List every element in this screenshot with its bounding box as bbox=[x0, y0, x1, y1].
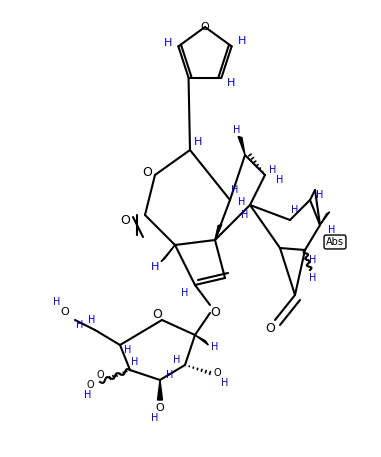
Text: H: H bbox=[194, 137, 202, 147]
Text: H: H bbox=[164, 38, 173, 48]
Text: H: H bbox=[131, 357, 139, 367]
Text: H: H bbox=[237, 37, 246, 46]
Text: O: O bbox=[213, 368, 221, 378]
Text: H: H bbox=[291, 205, 299, 215]
Text: H: H bbox=[269, 165, 277, 175]
Text: H: H bbox=[211, 342, 219, 352]
Text: O: O bbox=[265, 322, 275, 335]
Polygon shape bbox=[320, 212, 330, 225]
Polygon shape bbox=[238, 137, 245, 155]
Text: H: H bbox=[316, 190, 324, 200]
Text: O: O bbox=[61, 307, 69, 317]
Text: H: H bbox=[181, 288, 189, 298]
Text: H: H bbox=[276, 175, 284, 185]
Polygon shape bbox=[195, 335, 208, 345]
Text: H: H bbox=[238, 197, 246, 207]
Text: H: H bbox=[124, 345, 132, 355]
Text: H: H bbox=[227, 78, 235, 88]
Text: H: H bbox=[241, 210, 249, 220]
Text: Abs: Abs bbox=[326, 237, 344, 247]
Text: O: O bbox=[96, 370, 104, 380]
Text: O: O bbox=[155, 403, 164, 413]
Text: H: H bbox=[231, 185, 239, 195]
Text: H: H bbox=[88, 315, 96, 325]
Text: H: H bbox=[76, 320, 84, 330]
Text: H: H bbox=[84, 390, 92, 400]
Text: H: H bbox=[233, 125, 241, 135]
Text: O: O bbox=[201, 22, 210, 32]
Text: H: H bbox=[328, 225, 336, 235]
Text: H: H bbox=[151, 262, 159, 272]
Text: H: H bbox=[309, 255, 317, 265]
Text: H: H bbox=[53, 297, 61, 307]
Text: H: H bbox=[173, 355, 181, 365]
Polygon shape bbox=[157, 380, 163, 400]
Text: H: H bbox=[309, 273, 317, 283]
Text: O: O bbox=[142, 165, 152, 179]
Polygon shape bbox=[215, 224, 222, 240]
Text: O: O bbox=[152, 308, 162, 322]
Text: H: H bbox=[151, 413, 159, 423]
Text: H: H bbox=[221, 378, 229, 388]
Text: O: O bbox=[210, 307, 220, 319]
Text: O: O bbox=[120, 213, 130, 227]
Polygon shape bbox=[161, 245, 175, 261]
Text: O: O bbox=[86, 380, 94, 390]
Text: H: H bbox=[166, 370, 174, 380]
